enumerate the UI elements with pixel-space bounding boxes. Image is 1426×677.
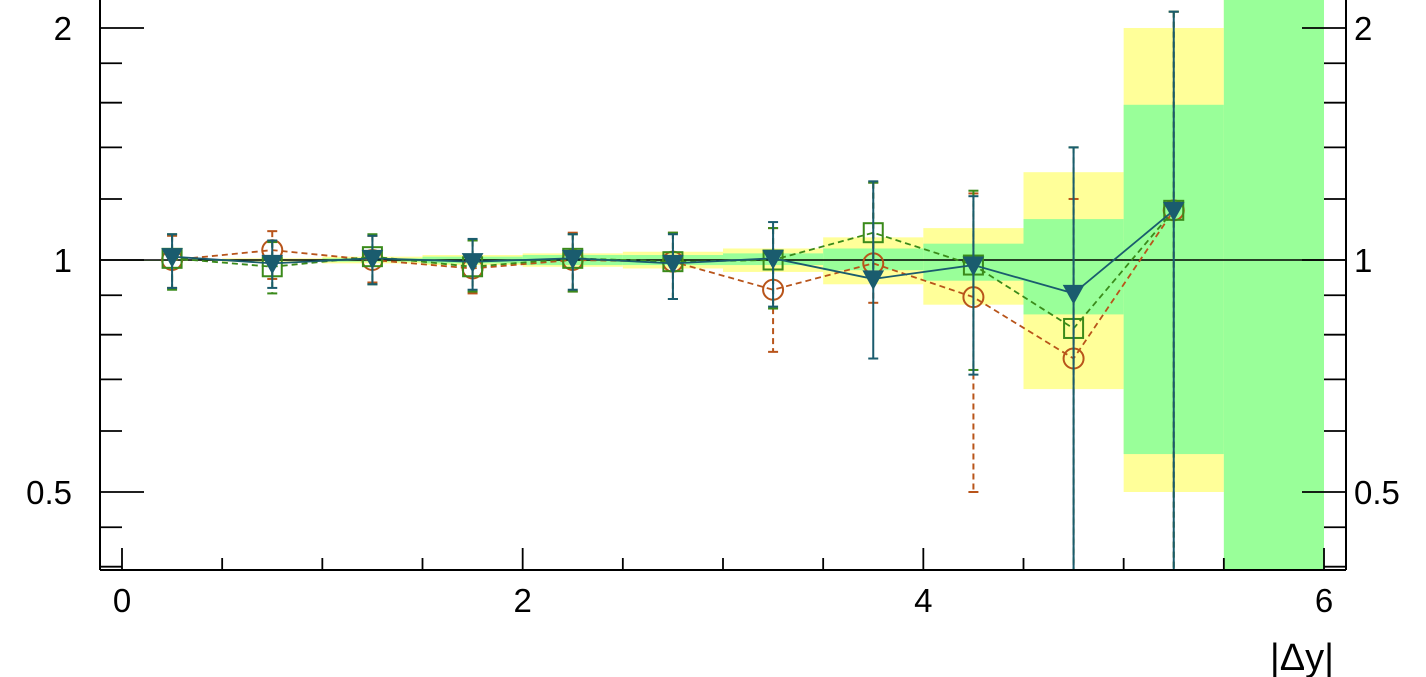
data-point-triangle (561, 249, 584, 270)
x-tick-label: 0 (113, 582, 131, 619)
y-tick-label-left: 2 (54, 10, 72, 47)
data-point-triangle (662, 254, 684, 275)
axis-ticks (100, 27, 1346, 570)
x-tick-label: 2 (513, 582, 531, 619)
data-point-triangle (1162, 201, 1185, 222)
band-inner-bin (1223, 0, 1324, 571)
data-point-triangle (461, 253, 484, 273)
data-series (161, 10, 1185, 570)
x-tick-label: 4 (914, 582, 932, 619)
y-tick-label-left: 0.5 (26, 474, 72, 511)
axis-tick-labels: 0 2 4 6 0.5 0.5 1 1 2 2 (26, 10, 1400, 619)
y-tick-label-left: 1 (54, 242, 72, 279)
uncertainty-bands (122, 0, 1324, 571)
x-axis-title: |Δy| (1270, 637, 1334, 677)
series-triangle-down (161, 10, 1185, 570)
x-tick-label: 6 (1315, 582, 1333, 619)
y-tick-label-right: 1 (1354, 242, 1372, 279)
data-point-triangle (1062, 284, 1085, 305)
y-tick-label-right: 0.5 (1354, 474, 1400, 511)
data-point-triangle (862, 270, 885, 290)
data-point-triangle (962, 256, 985, 277)
y-tick-label-right: 2 (1354, 10, 1372, 47)
data-point-triangle (261, 254, 284, 275)
data-point-triangle (161, 248, 183, 268)
data-point-triangle (361, 249, 384, 270)
data-point-triangle (762, 249, 784, 270)
